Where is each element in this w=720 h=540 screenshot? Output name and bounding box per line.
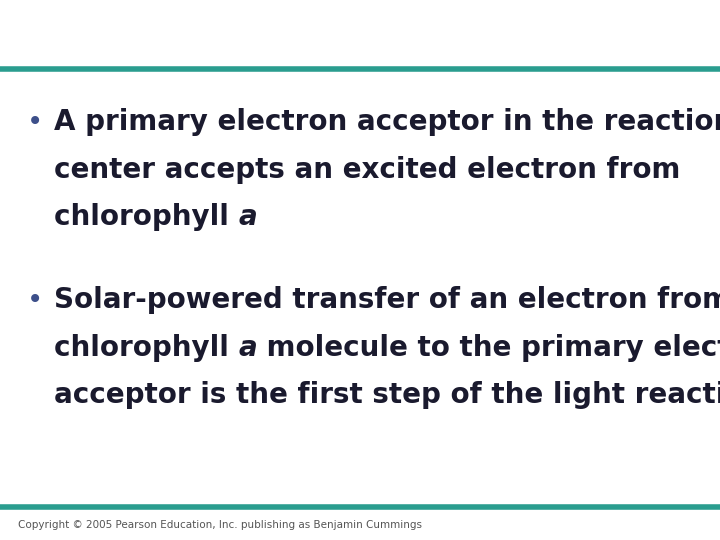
Text: a: a [238, 203, 257, 231]
Text: a: a [238, 334, 257, 362]
Text: chlorophyll: chlorophyll [54, 203, 238, 231]
Text: center accepts an excited electron from: center accepts an excited electron from [54, 156, 680, 184]
Text: •: • [27, 286, 44, 314]
Text: A primary electron acceptor in the reaction: A primary electron acceptor in the react… [54, 108, 720, 136]
Text: Copyright © 2005 Pearson Education, Inc. publishing as Benjamin Cummings: Copyright © 2005 Pearson Education, Inc.… [18, 520, 422, 530]
Text: molecule to the primary electron: molecule to the primary electron [257, 334, 720, 362]
Text: Solar-powered transfer of an electron from a: Solar-powered transfer of an electron fr… [54, 286, 720, 314]
Text: acceptor is the first step of the light reactions: acceptor is the first step of the light … [54, 381, 720, 409]
Text: •: • [27, 108, 44, 136]
Text: chlorophyll: chlorophyll [54, 334, 238, 362]
